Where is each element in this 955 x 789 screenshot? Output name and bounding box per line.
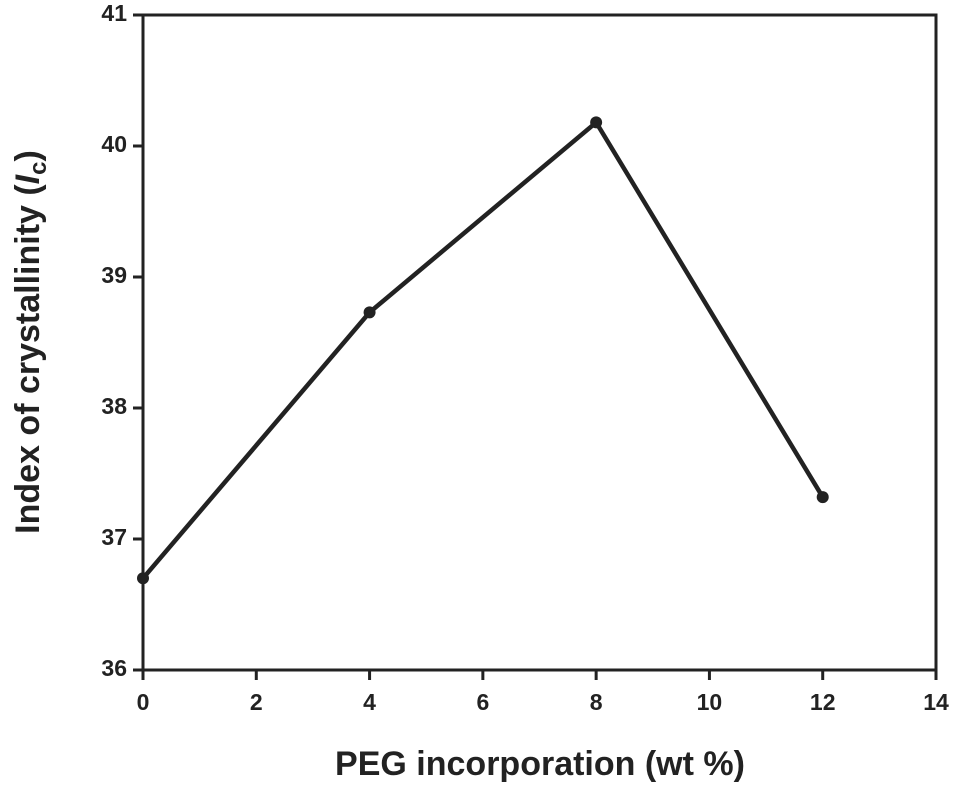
y-tick-label: 41 — [101, 0, 127, 26]
line — [141, 120, 825, 580]
plot-frame — [141, 13, 938, 672]
y-tick-label: 36 — [101, 655, 127, 681]
y-tick-label: 39 — [101, 262, 127, 288]
x-tick-label: 8 — [590, 689, 603, 715]
y-label-close: ) — [9, 150, 47, 161]
y-label-text: Index of crystallinity ( — [9, 184, 47, 534]
point — [363, 306, 376, 319]
y-tick-label: 40 — [101, 131, 127, 157]
x-tick-label: 10 — [697, 689, 723, 715]
y-tick-label: 37 — [101, 524, 127, 550]
x-axis-label: PEG incorporation (wt %) — [335, 745, 745, 783]
point — [590, 116, 603, 129]
x-tick-label: 4 — [363, 689, 376, 715]
y-label-symbol: I — [9, 173, 47, 184]
y-label-subscript: c — [25, 161, 52, 174]
x-tick-label: 6 — [476, 689, 489, 715]
x-tick-label: 2 — [250, 689, 263, 715]
x-tick-label: 12 — [810, 689, 836, 715]
x-tick-label: 0 — [137, 689, 150, 715]
y-tick-label: 38 — [101, 393, 127, 419]
point — [816, 491, 829, 504]
x-tick-label: 14 — [923, 689, 949, 715]
y-axis-label: Index of crystallinity (Ic) — [9, 150, 52, 534]
point — [137, 572, 149, 585]
